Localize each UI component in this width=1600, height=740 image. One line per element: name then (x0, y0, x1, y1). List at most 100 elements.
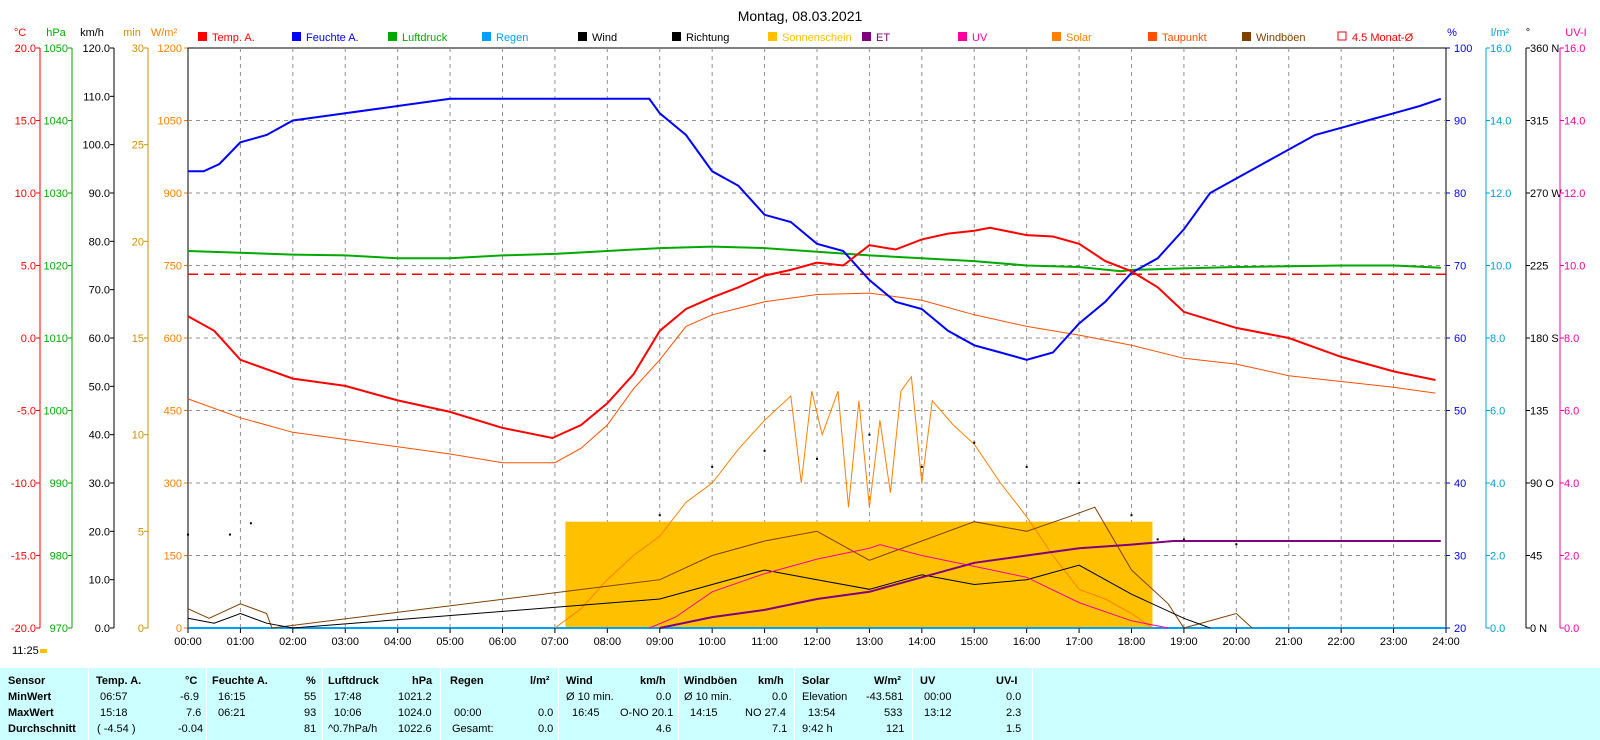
direction-dot (816, 457, 818, 460)
wind-avg: 4.6 (656, 723, 672, 735)
temp-header: Temp. A. (96, 675, 142, 687)
rain-axis-tick-label: 6.0 (1490, 406, 1505, 418)
uv-header: UV (920, 675, 936, 687)
x-axis: 00:00 01:00 02:00 03:00 04:00 05:00 06:00 07:00… (174, 628, 1460, 648)
wind-max-time: 16:45 (572, 707, 600, 719)
axes: 20.0 15.0 10.0 5.0 0.0 -5.0 -10.0 -15.0 -20.0 °C 1… (11, 27, 1587, 635)
rain-axis-tick-label: 16.0 (1490, 43, 1511, 55)
sunmin-axis-tick-label: 10 (132, 430, 144, 442)
temp-axis-tick-label: -10.0 (11, 478, 36, 490)
rain-axis-tick-label: 14.0 (1490, 116, 1511, 128)
hum-axis-tick-label: 70 (1454, 261, 1466, 273)
x-tick-label: 23:00 (1380, 636, 1408, 648)
direction-dot (973, 441, 976, 444)
solar-axis-tick-label: 1200 (158, 43, 182, 55)
uvi-axis-tick-label: 4.0 (1564, 478, 1579, 490)
press-avg-extra: ^0.7hPa/h (328, 723, 378, 735)
direction-dot (658, 514, 661, 517)
time-marker: 11:25 (12, 645, 39, 657)
wind-axis-tick-label: 110.0 (83, 91, 110, 103)
solar-elevation: -43.581 (866, 691, 904, 703)
sunmin-axis-tick-label: 25 (132, 140, 144, 152)
legend-swatch-et (862, 32, 871, 41)
dir-axis-tick-label: 0 N (1530, 623, 1547, 635)
uvi-axis-unit: UV-I (1565, 27, 1586, 39)
hum-axis-tick-label: 60 (1454, 333, 1466, 345)
legend-label-temp: Temp. A. (212, 32, 255, 44)
sunmin-axis-tick-label: 20 (132, 236, 144, 248)
wind-avg10-label: Ø 10 min. (566, 691, 614, 703)
press-axis-tick-label: 1020 (44, 261, 68, 273)
x-tick-label: 21:00 (1275, 636, 1303, 648)
temp-avg-extra: ( -4.54 ) (97, 723, 136, 735)
row-label-avg: Durchschnitt (8, 723, 76, 735)
legend-label-gust: Windböen (1256, 32, 1306, 44)
uvi-axis-tick-label: 12.0 (1564, 188, 1585, 200)
direction-dot (920, 465, 923, 468)
temp-axis-tick-label: -15.0 (11, 551, 36, 563)
x-tick-label: 09:00 (646, 636, 674, 648)
temp-avg: -0.04 (178, 723, 204, 735)
legend-swatch-hum (292, 32, 301, 41)
solar-axis-tick-label: 1050 (158, 116, 182, 128)
direction-dot (763, 449, 766, 452)
legend-label-dir: Richtung (686, 32, 729, 44)
x-tick-label: 01:00 (227, 636, 255, 648)
series (187, 97, 1446, 629)
sunshine-bar (565, 521, 1153, 628)
gust-header: Windböen (684, 675, 738, 687)
press-axis-tick-label: 1030 (44, 188, 68, 200)
legend: Temp. A. Feuchte A. Luftdruck Regen Wind Rich… (198, 31, 1414, 44)
press-axis-tick-label: 1000 (44, 406, 68, 418)
uvi-axis-tick-label: 8.0 (1564, 333, 1579, 345)
dir-axis-tick-label: 315 (1530, 116, 1548, 128)
x-tick-label: 20:00 (1223, 636, 1251, 648)
rain-axis-tick-label: 10.0 (1490, 261, 1511, 273)
hum-unit: % (306, 675, 316, 687)
gust-max-time: 14:15 (690, 707, 718, 719)
x-tick-label: 04:00 (384, 636, 412, 648)
direction-dot (1025, 465, 1028, 468)
direction-dot (187, 533, 189, 536)
stats-table: Sensor MinWert MaxWert Durchschnitt Temp… (0, 668, 1600, 740)
solar-unit: W/m² (874, 675, 901, 687)
direction-dot (1078, 482, 1081, 484)
uvi-axis-tick-label: 14.0 (1564, 116, 1585, 128)
gust-avg: 7.1 (772, 723, 788, 735)
rain-total: 0.0 (538, 723, 554, 735)
legend-label-press: Luftdruck (402, 32, 448, 44)
solar-avg: 121 (886, 723, 905, 735)
x-tick-label: 12:00 (803, 636, 831, 648)
solar-axis-unit: W/m² (151, 27, 178, 39)
dir-axis-tick-label: 45 (1530, 551, 1542, 563)
legend-label-solar: Solar (1066, 32, 1092, 44)
dewpoint-line (187, 292, 1436, 464)
temp-min-time: 06:57 (100, 691, 128, 703)
legend-label-sun: Sonnenschein (782, 32, 852, 44)
wind-max: O-NO 20.1 (620, 707, 674, 719)
rain-header: Regen (450, 675, 484, 687)
uvi-axis-tick-label: 0.0 (1564, 623, 1579, 635)
press-axis-tick-label: 1010 (44, 333, 68, 345)
dir-axis-tick-label: 225 (1530, 261, 1548, 273)
x-tick-label: 16:00 (1013, 636, 1041, 648)
chart-title: Montag, 08.03.2021 (738, 8, 863, 24)
temp-max-time: 15:18 (100, 707, 128, 719)
gust-line (187, 506, 1253, 629)
x-tick-label: 18:00 (1118, 636, 1146, 648)
uv-min: 0.0 (1006, 691, 1022, 703)
solar-max-time: 13:54 (808, 707, 836, 719)
x-tick-label: 00:00 (174, 636, 202, 648)
uvi-axis-tick-label: 2.0 (1564, 551, 1579, 563)
x-tick-label: 06:00 (489, 636, 517, 648)
row-label-min: MinWert (8, 691, 52, 703)
legend-label-wind: Wind (592, 32, 617, 44)
temp-min: -6.9 (180, 691, 199, 703)
uv-max: 2.3 (1006, 707, 1022, 719)
uvi-axis-tick-label: 6.0 (1564, 406, 1579, 418)
press-axis-tick-label: 1040 (44, 116, 68, 128)
direction-dot (868, 433, 871, 436)
hum-axis-tick-label: 50 (1454, 406, 1466, 418)
dir-axis-unit: ° (1526, 27, 1530, 39)
press-axis-tick-label: 970 (50, 623, 68, 635)
